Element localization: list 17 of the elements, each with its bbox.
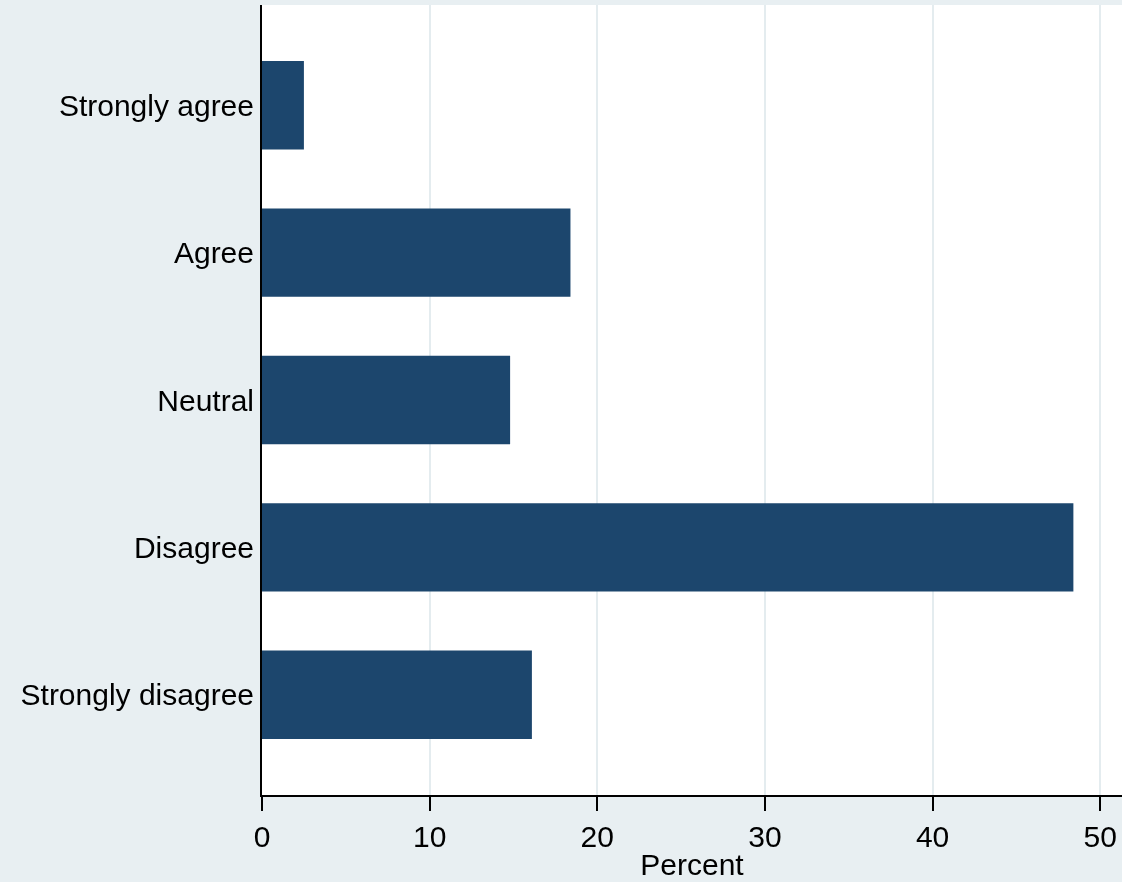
- x-tick-label: 50: [1083, 820, 1117, 853]
- bar: [262, 355, 511, 445]
- x-axis-title: Percent: [640, 848, 745, 881]
- x-tick-label: 20: [580, 820, 614, 853]
- x-tick-label: 10: [412, 820, 447, 853]
- y-tick-label: Neutral: [157, 383, 254, 417]
- y-tick-label: Disagree: [133, 530, 254, 564]
- x-tick-label: 30: [748, 820, 782, 853]
- y-tick-label: Strongly disagree: [20, 678, 254, 712]
- bar: [262, 61, 304, 150]
- bar: [262, 503, 1074, 592]
- y-tick-label: Strongly agree: [58, 88, 254, 122]
- x-tick-label: 0: [253, 820, 271, 853]
- bar: [262, 650, 532, 739]
- x-tick-label: 40: [915, 820, 950, 853]
- y-tick-label: Agree: [173, 236, 254, 270]
- bar: [262, 208, 571, 297]
